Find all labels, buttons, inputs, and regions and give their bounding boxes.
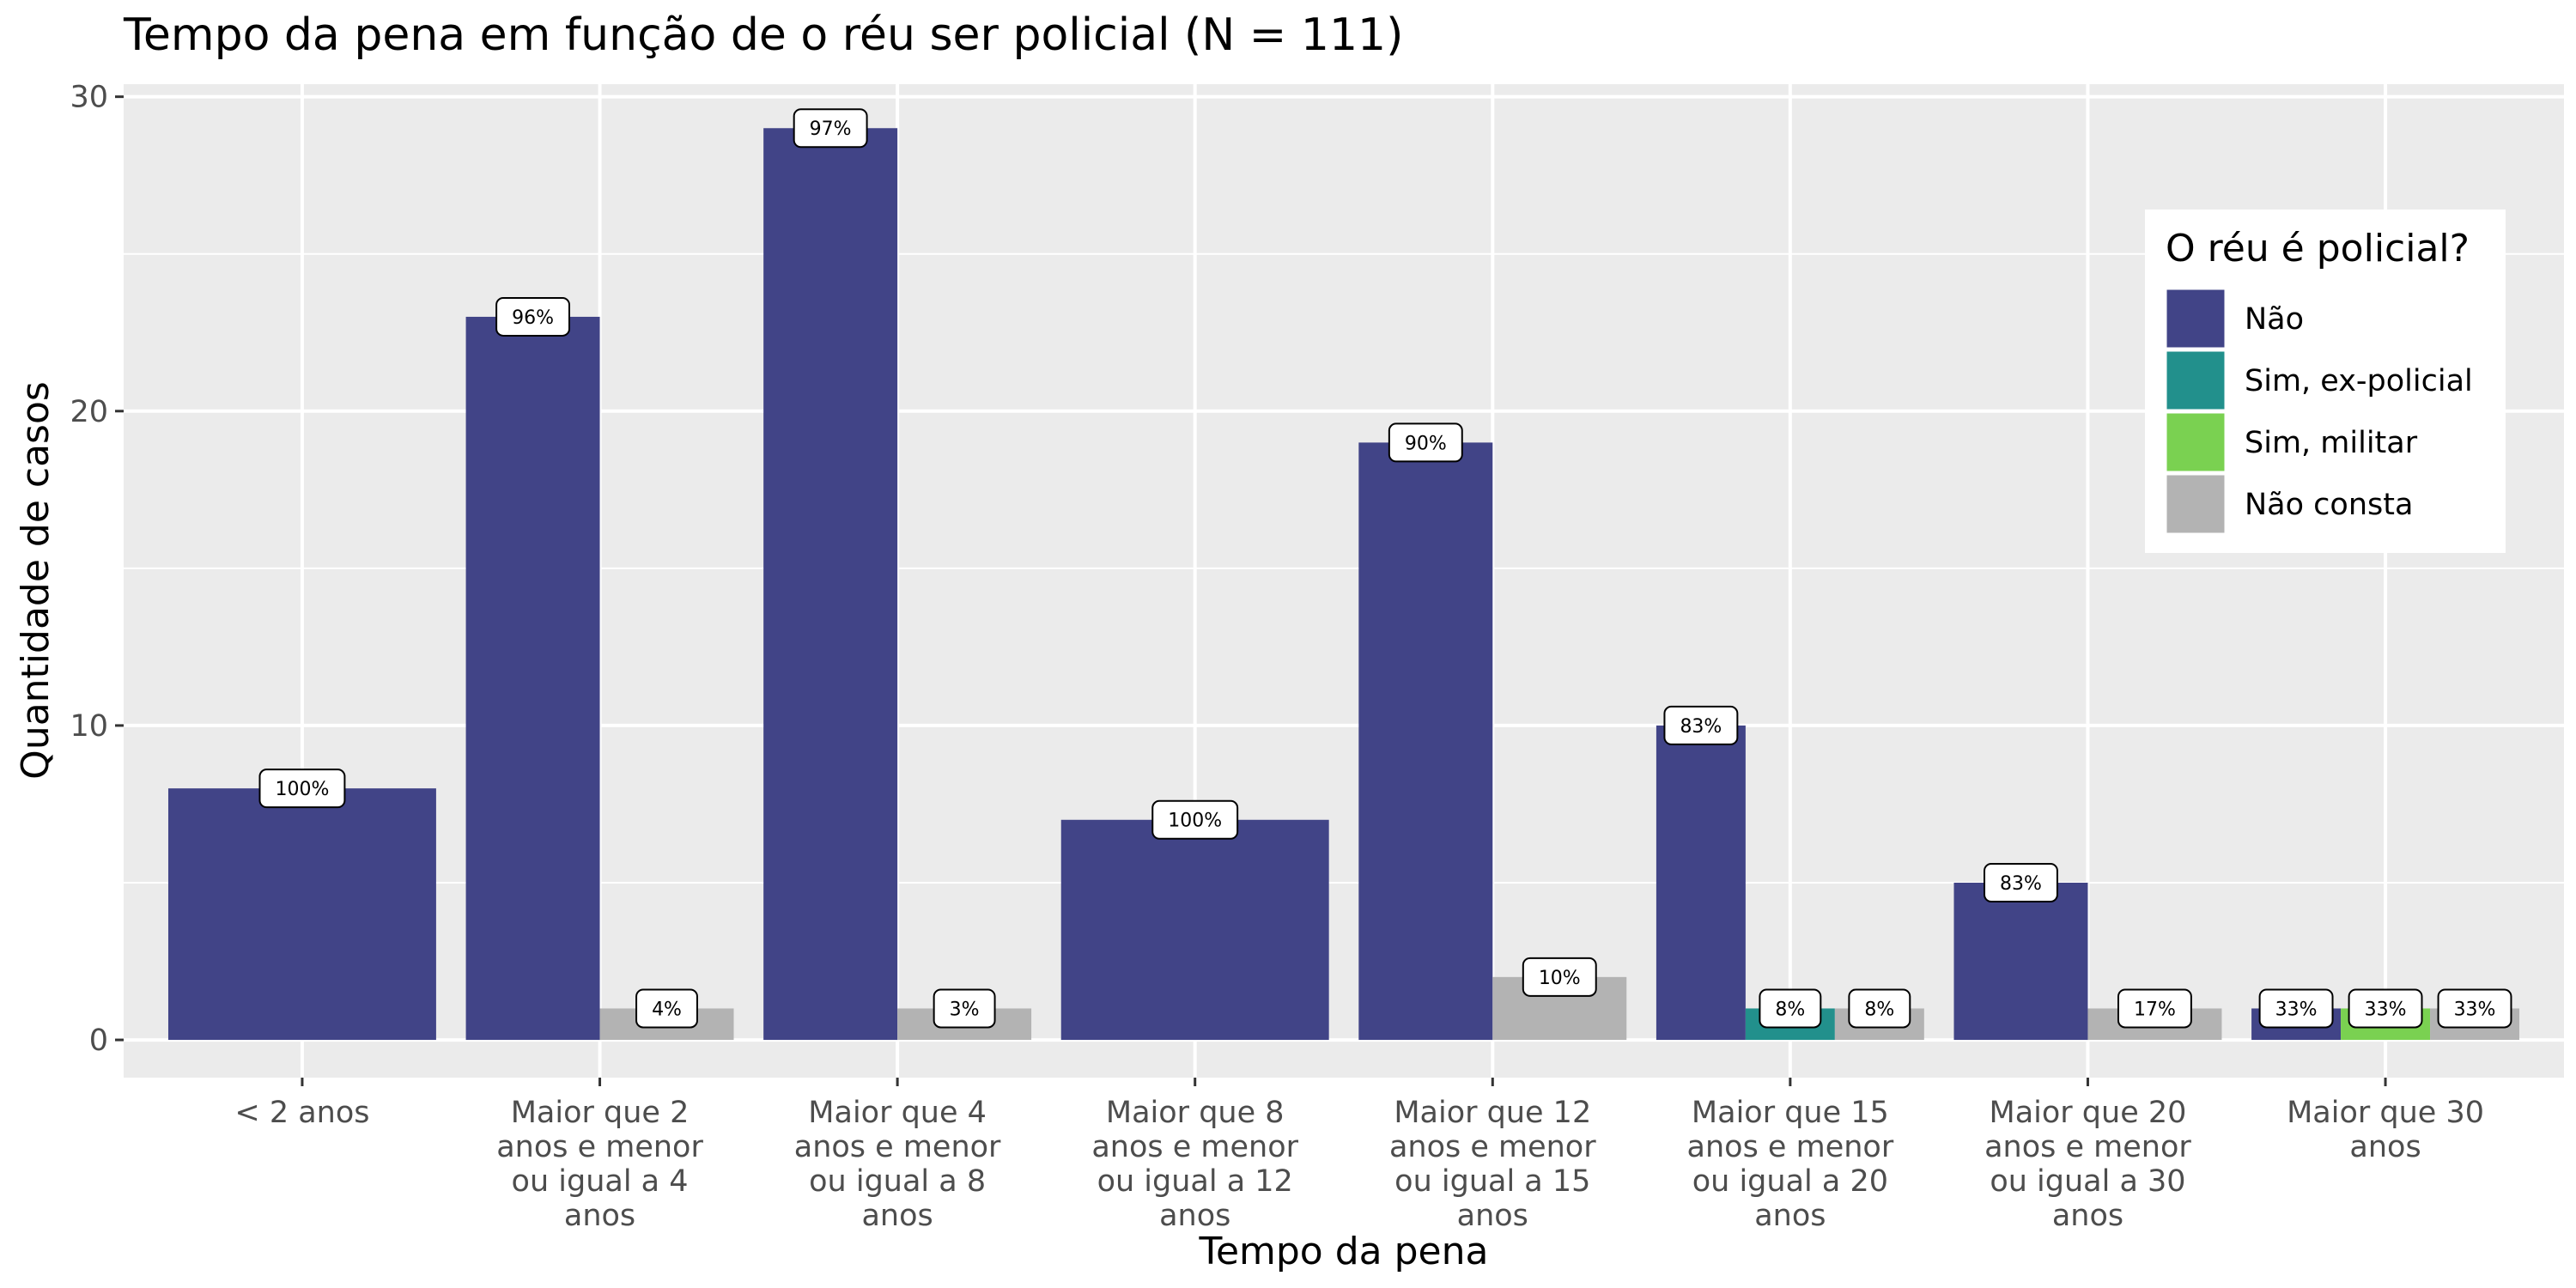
x-tick-label: Maior que 15 anos e menor ou igual a 20 ano… [1687,1096,1894,1233]
data-label-text: 33% [2454,999,2496,1020]
data-label: 33% [2348,988,2423,1029]
bars [167,128,2520,1041]
data-label: 33% [2258,988,2334,1029]
data-label: 97% [793,108,868,149]
x-tick-label: Maior que 30 anos [2287,1096,2484,1164]
bar [1953,882,2088,1041]
y-tick-label: 30 [70,81,108,115]
data-label-box [1759,988,1822,1029]
data-label-text: 33% [2275,999,2318,1020]
data-label-text: 10% [1539,968,1581,989]
data-label-text: 90% [1405,433,1447,454]
data-label: 90% [1388,422,1463,463]
x-tick-label: Maior que 8 anos e menor ou igual a 12 anos [1091,1096,1298,1233]
y-tick-label: 0 [89,1024,108,1058]
y-tick-label: 20 [70,395,108,429]
data-label-text: 97% [810,118,852,140]
data-label-box [495,296,571,337]
data-label: 83% [1663,705,1739,745]
chart-title: Tempo da pena em função de o réu ser pol… [123,9,1403,61]
data-label-box [1151,799,1239,840]
data-label-box [2258,988,2334,1029]
legend-key [2164,349,2227,412]
data-label: 3% [933,988,996,1029]
data-label-text: 8% [1775,999,1805,1020]
x-tick-label: Maior que 4 anos e menor ou igual a 8 anos [794,1096,1001,1233]
data-label-text: 100% [1168,811,1222,832]
data-label-box [258,769,346,809]
legend-key [2164,287,2227,350]
data-labels: 100% 96% 4% 97% 3% 100% 90% 10% 83% 8% 8% 83% 17% 33%… [258,108,2512,1029]
x-tick-label: Maior que 20 anos e menor ou igual a 30 ano… [1984,1096,2191,1233]
x-axis: < 2 anos Maior que 2 anos e menor ou igual … [234,1078,2484,1233]
data-label: 100% [258,769,346,809]
data-label-text: 83% [2000,873,2042,895]
legend-key [2164,472,2227,536]
data-label-box [1984,862,2058,902]
legend-key [2164,410,2227,474]
data-label: 4% [635,988,698,1029]
y-axis: 0 10 20 30 [70,81,124,1058]
data-label-text: 33% [2365,999,2407,1020]
data-label-box [2348,988,2423,1029]
x-tick-label: Maior que 12 anos e menor ou igual a 15 ano… [1389,1096,1596,1233]
data-label: 17% [2117,988,2192,1029]
data-label-text: 17% [2134,999,2176,1020]
data-label: 96% [495,296,571,337]
data-label-box [1522,957,1597,997]
data-label: 8% [1759,988,1822,1029]
legend-title: O réu é policial? [2166,227,2470,270]
data-label-box [2437,988,2512,1029]
bar [167,788,436,1041]
x-tick-label: Maior que 2 anos e menor ou igual a 4 anos [496,1096,703,1233]
data-label-text: 100% [275,779,329,800]
data-label: 10% [1522,957,1597,997]
data-label-box [933,988,996,1029]
data-label-text: 8% [1864,999,1894,1020]
data-label-text: 4% [652,999,682,1020]
bar [1358,442,1493,1041]
x-tick-label: < 2 anos [234,1096,369,1130]
bar [465,316,600,1041]
legend-entry-label: Sim, militar [2245,426,2418,460]
data-label-box [1663,705,1739,745]
y-tick-label: 10 [70,709,108,744]
legend-entry-label: Não consta [2245,488,2413,522]
bar [1656,725,1746,1041]
y-axis-title: Quantidade de casos [14,381,58,780]
data-label: 8% [1848,988,1911,1029]
legend-entry-label: Sim, ex-policial [2245,364,2473,398]
legend: O réu é policial? Não Sim, ex-policial Sim,… [2145,210,2506,553]
bar [1060,819,1329,1041]
data-label-text: 83% [1680,716,1722,738]
data-label-box [635,988,698,1029]
data-label-box [1848,988,1911,1029]
legend-entry-label: Não [2245,302,2304,337]
data-label-text: 3% [950,999,980,1020]
data-label-box [793,108,868,149]
data-label-text: 96% [512,307,554,329]
data-label: 33% [2437,988,2512,1029]
bar [763,128,898,1041]
data-label: 100% [1151,799,1239,840]
data-label-box [1388,422,1463,463]
x-axis-title: Tempo da pena [1199,1230,1489,1273]
data-label: 83% [1984,862,2058,902]
data-label-box [2117,988,2192,1029]
